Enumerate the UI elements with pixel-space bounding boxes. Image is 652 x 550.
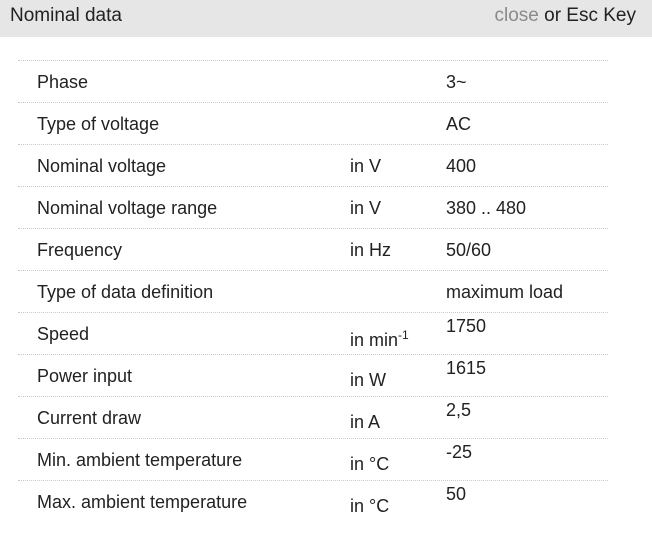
close-hint: or Esc Key (544, 5, 636, 26)
unit-exponent: -1 (398, 328, 409, 342)
unit-text: in W (350, 370, 386, 390)
table-row: Power input in W 1615 (18, 354, 608, 397)
table-row: Frequency in Hz 50/60 (18, 228, 608, 271)
row-unit: in °C (350, 496, 389, 517)
row-label: Max. ambient temperature (37, 492, 248, 512)
row-unit: in °C (350, 454, 389, 475)
row-value: 3~ (446, 72, 467, 92)
unit-text: in A (350, 412, 381, 432)
row-value: 1615 (446, 358, 487, 378)
row-value: -25 (446, 442, 473, 462)
row-unit: in W (350, 370, 386, 391)
close-link[interactable]: close (494, 5, 539, 26)
table-row: Nominal voltage range in V 380 .. 480 (18, 186, 608, 229)
row-label: Phase (37, 72, 89, 92)
row-label: Nominal voltage (37, 156, 167, 176)
unit-text: in V (350, 156, 382, 176)
row-value: 1750 (446, 316, 487, 336)
row-value: maximum load (446, 282, 564, 302)
table-row: Nominal voltage in V 400 (18, 144, 608, 187)
table-row: Type of data definition maximum load (18, 270, 608, 313)
row-label: Type of data definition (37, 282, 214, 302)
table-row: Type of voltage AC (18, 102, 608, 145)
row-unit: in Hz (350, 240, 391, 261)
unit-text: in V (350, 198, 382, 218)
dialog-title: Nominal data (10, 5, 122, 26)
table-row: Speed in min-1 1750 (18, 312, 608, 355)
row-value: AC (446, 114, 472, 134)
row-value: 2,5 (446, 400, 472, 420)
table-row: Phase 3~ (18, 60, 608, 103)
row-value: 50/60 (446, 240, 492, 260)
table-row: Min. ambient temperature in °C -25 (18, 438, 608, 481)
row-unit: in A (350, 412, 380, 433)
row-value: 380 .. 480 (446, 198, 527, 218)
row-label: Speed (37, 324, 90, 344)
row-unit: in V (350, 156, 381, 177)
row-label: Type of voltage (37, 114, 160, 134)
unit-text: in Hz (350, 240, 392, 260)
row-value: 400 (446, 156, 477, 176)
unit-text: in min (350, 330, 399, 350)
row-label: Frequency (37, 240, 123, 260)
table-row: Current draw in A 2,5 (18, 396, 608, 439)
table-row: Max. ambient temperature in °C 50 (18, 480, 608, 523)
unit-text: in °C (350, 496, 390, 516)
unit-text: in °C (350, 454, 390, 474)
row-label: Min. ambient temperature (37, 450, 243, 470)
row-label: Current draw (37, 408, 142, 428)
row-label: Nominal voltage range (37, 198, 218, 218)
row-label: Power input (37, 366, 133, 386)
header-bar: Nominal data close or Esc Key (0, 0, 652, 37)
row-unit: in V (350, 198, 381, 219)
row-value: 50 (446, 484, 467, 504)
close-area: close or Esc Key (494, 5, 636, 27)
row-unit: in min-1 (350, 328, 409, 351)
